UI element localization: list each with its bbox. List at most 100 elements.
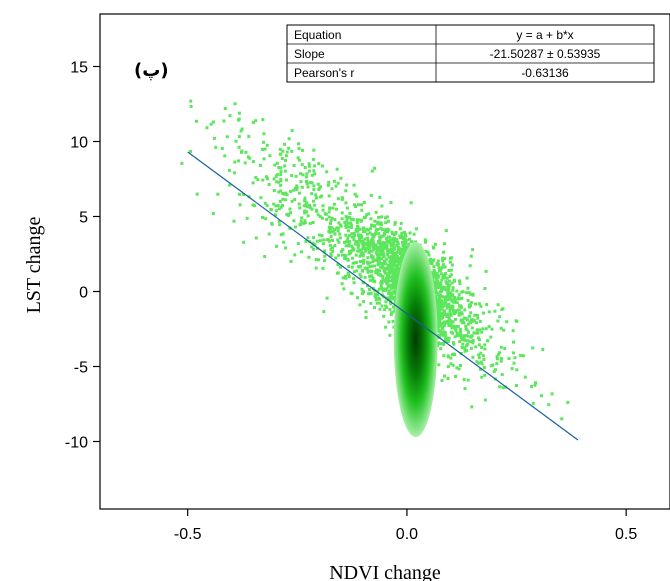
scatter-point [362, 230, 366, 233]
scatter-point [352, 270, 356, 274]
scatter-point [362, 201, 366, 204]
scatter-point [445, 276, 449, 280]
scatter-point [360, 252, 364, 256]
scatter-point [432, 246, 436, 250]
scatter-point [303, 219, 307, 223]
scatter-point [456, 324, 460, 328]
scatter-point [442, 295, 446, 299]
scatter-point [382, 314, 386, 318]
scatter-point [388, 279, 392, 283]
scatter-point [339, 265, 342, 269]
scatter-point [360, 208, 364, 212]
scatter-point [347, 234, 351, 238]
scatter-point [373, 224, 377, 228]
scatter-point [355, 221, 359, 225]
y-tick-label: 0 [79, 285, 88, 302]
scatter-point [263, 255, 267, 258]
scatter-point [352, 247, 356, 251]
scatter-point [308, 181, 312, 185]
scatter-point [443, 265, 447, 269]
scatter-point [343, 274, 347, 278]
scatter-point [477, 302, 481, 306]
scatter-point [343, 241, 347, 244]
scatter-point [513, 356, 517, 360]
scatter-point [477, 343, 481, 347]
scatter-point [234, 139, 238, 143]
scatter-point [376, 268, 380, 272]
scatter-point [540, 394, 543, 398]
scatter-point [498, 315, 502, 319]
scatter-point [351, 218, 355, 221]
scatter-point [358, 303, 362, 307]
scatter-point [361, 239, 365, 243]
scatter-point [368, 275, 372, 278]
scatter-point [444, 288, 448, 292]
scatter-point [382, 287, 386, 291]
scatter-point [392, 325, 396, 329]
scatter-point [329, 254, 333, 257]
scatter-point [440, 325, 444, 329]
scatter-point [382, 233, 386, 237]
scatter-point [477, 361, 481, 365]
stats-value-slope: -21.50287 ± 0.53935 [490, 47, 601, 61]
scatter-point [325, 170, 329, 174]
scatter-point [357, 235, 361, 239]
scatter-point [384, 300, 388, 304]
scatter-point [441, 341, 445, 345]
scatter-point [503, 347, 507, 351]
scatter-point [395, 258, 399, 262]
y-axis: -10 -5 0 5 10 15 [65, 60, 100, 452]
scatter-point [393, 221, 397, 225]
scatter-point [470, 334, 474, 338]
scatter-point [321, 164, 324, 168]
scatter-point [448, 275, 452, 278]
scatter-point [469, 254, 473, 258]
scatter-point [346, 221, 350, 225]
scatter-point [263, 147, 267, 151]
scatter-point [500, 307, 504, 311]
scatter-point [439, 307, 443, 311]
scatter-point [279, 189, 283, 193]
scatter-point [443, 324, 446, 327]
scatter-point [366, 256, 370, 260]
scatter-point [312, 236, 316, 240]
scatter-point [366, 284, 370, 288]
scatter-point [340, 250, 343, 253]
scatter-point [322, 238, 326, 242]
scatter-point [448, 260, 452, 264]
scatter-point [355, 194, 359, 198]
scatter-point [243, 161, 247, 165]
x-tick-label: 0.0 [396, 526, 418, 543]
scatter-point [347, 244, 351, 248]
scatter-point [371, 279, 375, 283]
scatter-point [457, 293, 461, 297]
scatter-point [251, 181, 255, 185]
scatter-point [365, 213, 369, 217]
scatter-point [376, 227, 380, 231]
scatter-point [317, 233, 321, 237]
scatter-point [360, 241, 364, 245]
scatter-point [365, 260, 369, 264]
scatter-point [277, 207, 281, 211]
scatter-point [407, 242, 411, 246]
scatter-point [305, 201, 309, 205]
scatter-point [424, 250, 428, 253]
scatter-point [274, 209, 278, 213]
scatter-point [423, 238, 427, 242]
scatter-point [370, 169, 374, 173]
scatter-point [530, 385, 533, 389]
scatter-point [378, 307, 382, 311]
scatter-point [397, 275, 400, 279]
scatter-point [378, 253, 382, 257]
scatter-point [306, 236, 310, 240]
scatter-point [453, 300, 457, 304]
stats-value-equation: y = a + b*x [516, 28, 573, 42]
scatter-point [296, 156, 300, 160]
scatter-point [367, 288, 371, 291]
scatter-point [318, 195, 322, 199]
scatter-point [393, 262, 397, 266]
scatter-point [390, 297, 394, 301]
scatter-point [393, 264, 397, 268]
scatter-point [396, 249, 400, 252]
scatter-point [394, 278, 398, 282]
